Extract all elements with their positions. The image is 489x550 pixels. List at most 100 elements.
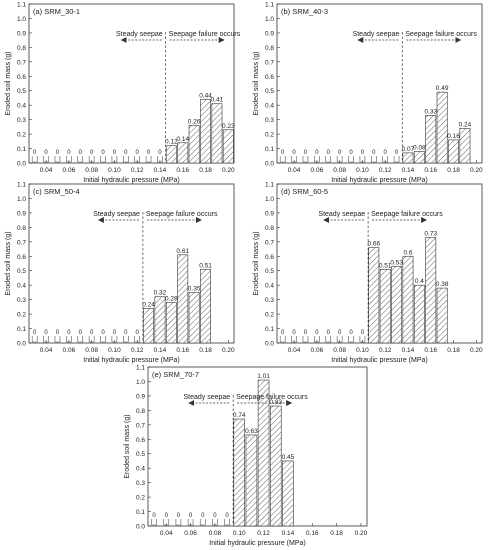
zero-bar-label: 0 [338,330,342,336]
panel-label-c: (c) SRM_50-4 [33,187,80,196]
x-tick-label: 0.10 [233,530,246,537]
x-tick-label: 0.12 [131,347,144,354]
y-axis-title: Eroded soil mass (g) [5,231,12,295]
steady-seepage-label: Steady seepae [116,31,163,38]
zero-bar-marker [151,519,157,526]
zero-bar-marker [77,336,84,343]
x-tick-label: 0.04 [288,347,301,354]
x-tick-label: 0.14 [282,530,295,537]
zero-bar-marker [123,336,129,343]
plot-frame [276,183,483,344]
zero-bar-label: 0 [56,330,60,336]
y-tick-label: 0.1 [17,326,26,333]
x-tick-label: 0.06 [311,347,324,354]
y-axis-title: Eroded soil mass (g) [253,231,260,295]
zero-bar-marker [157,156,163,163]
zero-bar-marker [66,156,72,163]
zero-bar-label: 0 [304,150,308,156]
zero-bar-label: 0 [33,330,37,336]
x-tick-label: 0.18 [199,167,212,174]
y-tick-label: 0.5 [265,268,274,275]
bar-value-label: 0.63 [245,428,258,435]
zero-bar-marker [314,336,320,343]
chart-panel-d: 0.0 0.1 0.2 0.3 0.4 0.5 0.6 0.7 0.8 0.9 1.0 1.1 0.04… [253,182,483,365]
x-tick-label: 0.16 [424,347,437,354]
chart-panel-b: 0.0 0.1 0.2 0.3 0.4 0.5 0.6 0.7 0.8 0.9 1.0 1.1 0.04… [253,2,483,185]
x-tick-label: 0.04 [160,530,173,537]
x-tick-label: 0.04 [40,347,53,354]
bar-value-label: 0.16 [447,133,460,140]
y-tick-label: 0.0 [265,161,274,168]
bar [200,268,211,344]
x-tick-label: 0.18 [330,530,343,537]
y-tick-label: 0.3 [17,117,26,124]
zero-bar-marker [279,156,286,163]
zero-bar-marker [54,156,61,163]
x-tick-label: 0.04 [40,167,53,174]
chart-panel-a: 0.0 0.1 0.2 0.3 0.4 0.5 0.6 0.7 0.8 0.9 1.0 1.1 0.04… [5,2,241,185]
y-tick-label: 0.7 [265,59,274,66]
y-tick-label: 1.1 [136,365,145,372]
y-tick-label: 0.7 [17,239,26,246]
zero-bar-marker [88,336,95,343]
x-tick-label: 0.20 [355,530,368,537]
y-tick-label: 0.9 [265,30,274,37]
bar-value-label: 0.23 [222,123,235,130]
seepage-failure-label: Seepage failure occurs [146,211,218,218]
bar [222,129,234,164]
zero-bar-label: 0 [201,513,205,519]
zero-bar-marker [77,156,84,163]
zero-bar-marker [302,336,309,343]
y-tick-label: 0.8 [136,408,145,415]
zero-bar-marker [336,156,343,163]
zero-bar-label: 0 [79,330,83,336]
zero-bar-marker [134,336,140,343]
panel-label-b: (b) SRM_40-3 [281,7,328,16]
zero-bar-label: 0 [124,150,128,156]
y-axis-title: Eroded soil mass (g) [253,51,260,115]
zero-bar-marker [393,156,400,163]
zero-bar-label: 0 [79,150,83,156]
x-tick-label: 0.14 [402,347,415,354]
y-tick-label: 1.1 [17,2,26,9]
x-tick-label: 0.10 [356,347,369,354]
bar [233,418,246,527]
zero-bar-label: 0 [67,330,71,336]
zero-bar-label: 0 [315,150,319,156]
bar [165,302,177,344]
seepage-failure-label: Seepage failure occurs [371,211,443,218]
zero-bar-label: 0 [338,150,342,156]
bar [165,145,177,164]
zero-bar-label: 0 [158,150,162,156]
bar-value-label: 0.12 [165,139,178,146]
x-tick-label: 0.06 [311,167,324,174]
bar-value-label: 0.49 [436,85,449,92]
zero-bar-marker [199,519,206,526]
y-tick-label: 1.0 [17,196,26,203]
y-tick-label: 0.6 [265,74,274,81]
y-tick-label: 0.2 [17,132,26,139]
bar-value-label: 1.01 [257,373,270,380]
y-tick-label: 0.8 [265,45,274,52]
x-tick-label: 0.10 [356,167,369,174]
zero-bar-marker [66,336,72,343]
zero-bar-label: 0 [327,150,331,156]
bar [257,379,270,527]
x-tick-label: 0.10 [108,347,121,354]
x-tick-label: 0.20 [470,167,483,174]
bar [177,254,189,344]
bar-value-label: 0.73 [424,230,437,237]
bar [391,266,403,344]
x-tick-label: 0.10 [108,167,121,174]
panel-label-d: (d) SRM_60-5 [281,187,328,196]
x-tick-label: 0.16 [306,530,319,537]
y-tick-label: 0.6 [17,254,26,261]
y-tick-label: 0.2 [17,312,26,319]
bar [402,255,414,344]
y-tick-label: 0.7 [265,239,274,246]
y-tick-label: 0.5 [265,88,274,95]
x-tick-label: 0.16 [176,347,189,354]
bar-value-label: 0.74 [233,412,246,419]
panel-label-e: (e) SRM_70-7 [152,370,199,379]
bar [245,434,258,527]
